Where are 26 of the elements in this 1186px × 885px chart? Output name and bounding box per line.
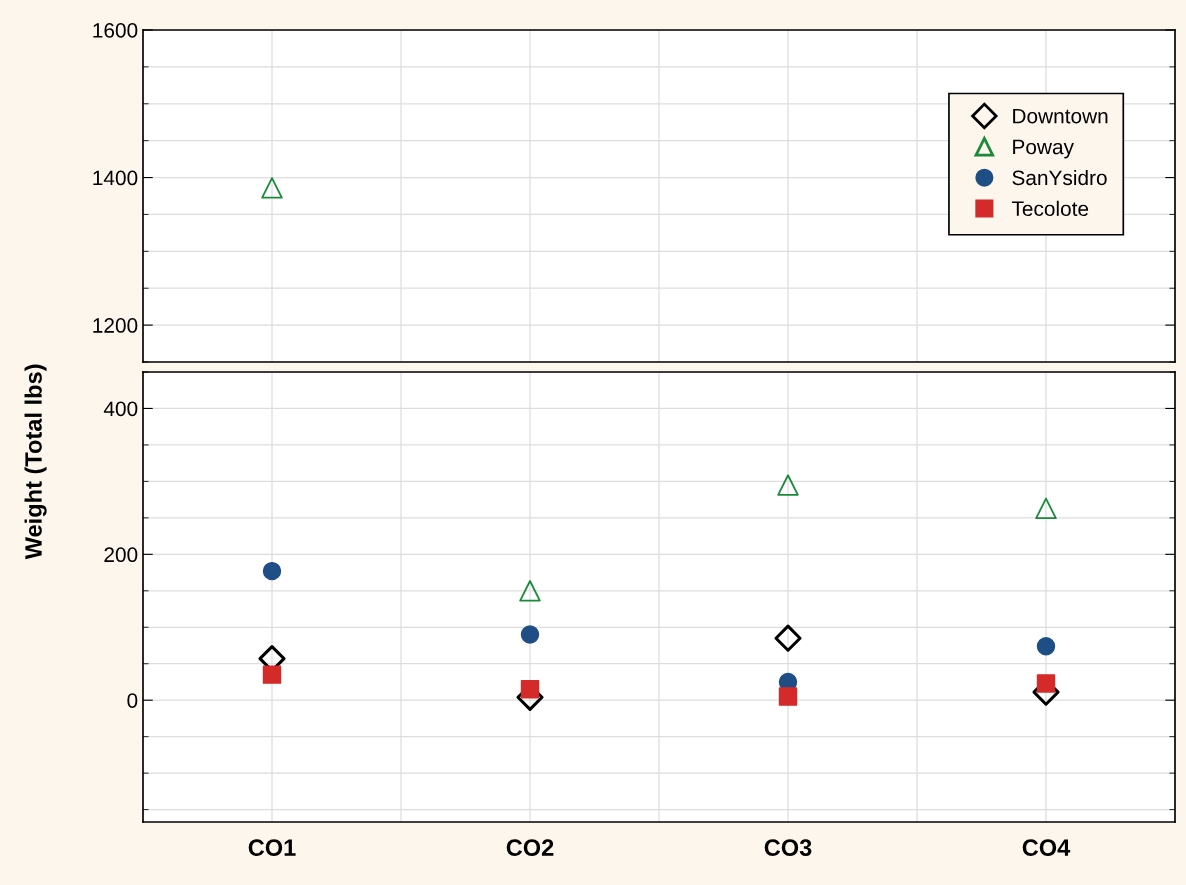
y-axis-title: Weight (Total lbs)	[24, 364, 47, 560]
point	[519, 580, 541, 602]
y-tick-label: 0	[127, 693, 138, 708]
point	[778, 687, 798, 706]
point	[1035, 497, 1057, 520]
legend-label: Downtown	[1013, 108, 1108, 124]
point	[774, 624, 802, 652]
x-tick-label: CO1	[248, 839, 296, 857]
point	[262, 561, 282, 581]
point	[520, 625, 540, 644]
y-tick-label: 1600	[93, 23, 138, 38]
x-tick-label: CO4	[1022, 839, 1071, 857]
y-tick-label: 1200	[93, 318, 138, 333]
point	[1036, 637, 1056, 656]
y-tick-label: 200	[104, 547, 138, 563]
point	[262, 665, 282, 684]
legend-label: Tecolote	[1011, 200, 1089, 217]
x-tick-label: CO2	[506, 839, 554, 857]
x-tick-label: CO3	[764, 839, 812, 857]
point	[1036, 674, 1056, 693]
point	[777, 474, 799, 496]
legend-label: Poway	[1013, 139, 1074, 159]
y-tick-label: 1400	[93, 170, 138, 186]
legend-label: SanYsidro	[1012, 169, 1107, 186]
y-tick-label: 400	[103, 401, 138, 417]
point	[520, 680, 540, 699]
